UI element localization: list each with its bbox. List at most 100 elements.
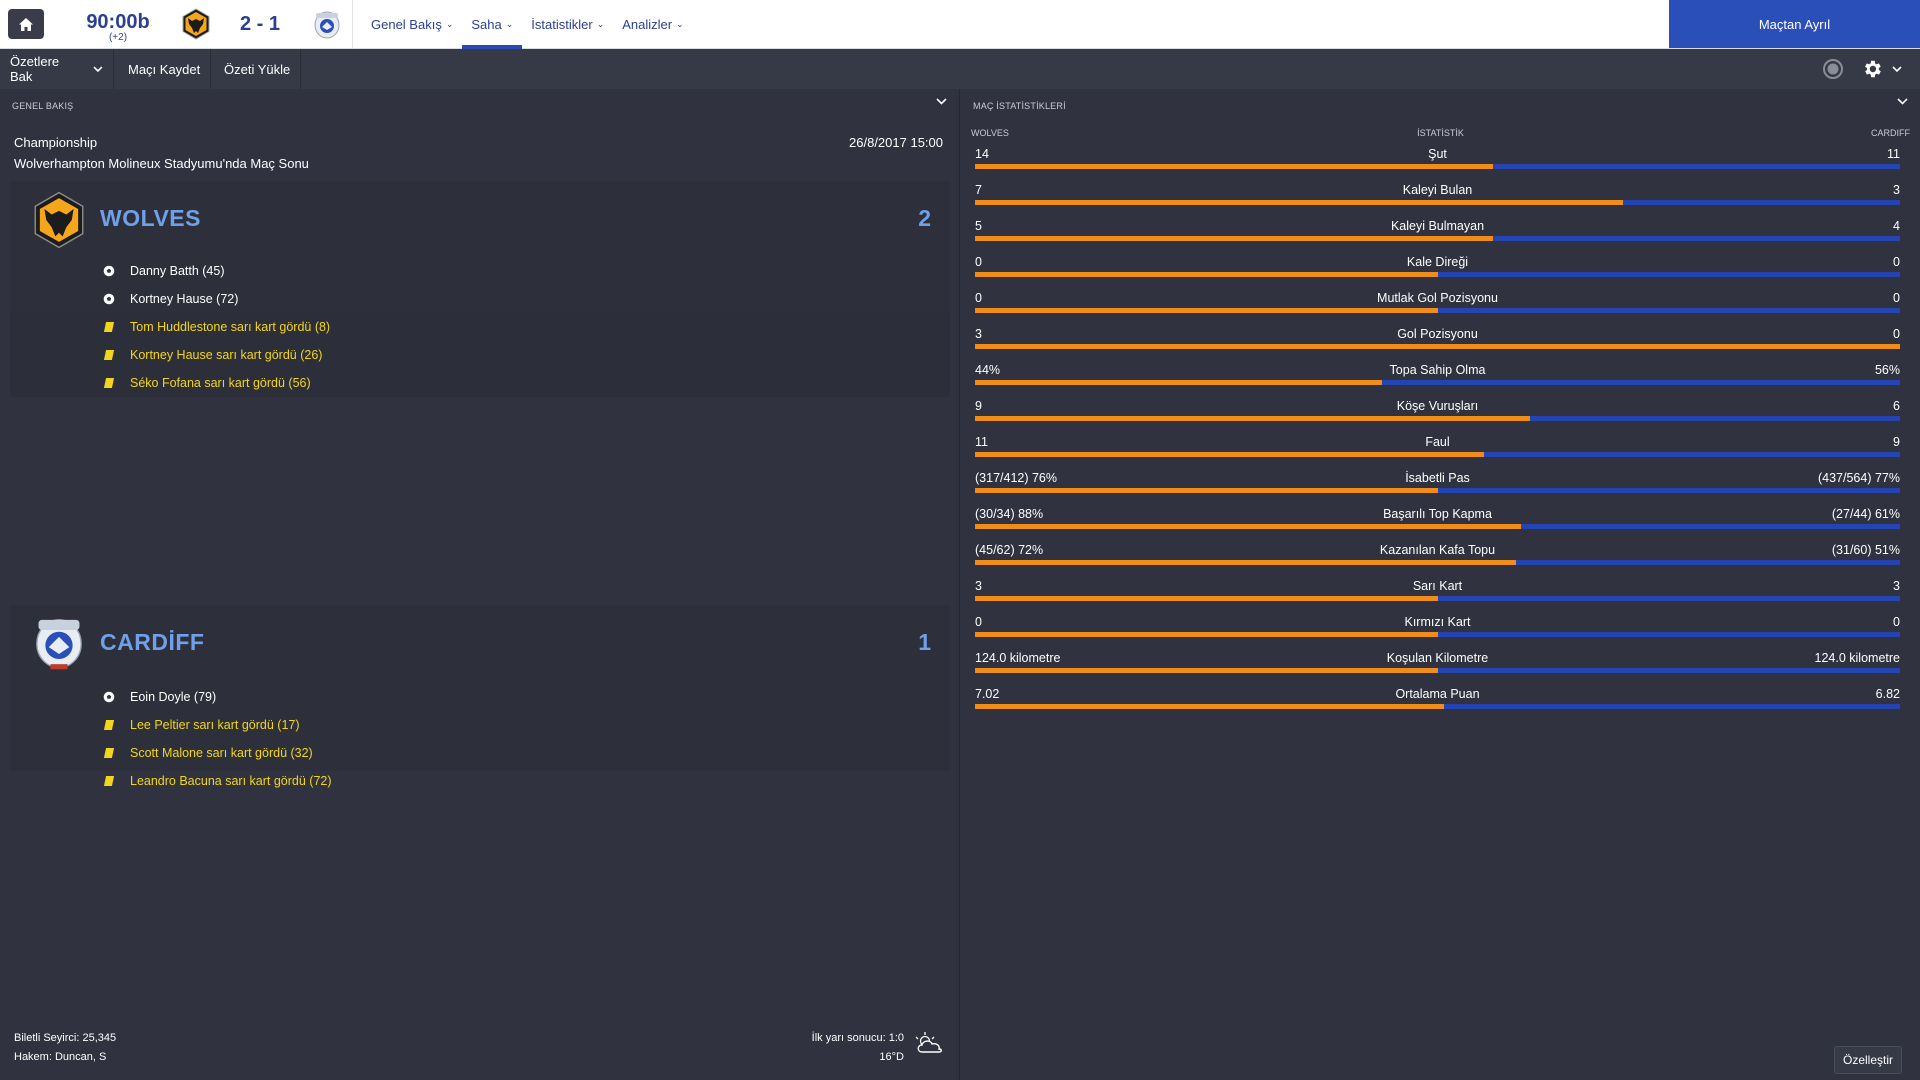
stat-row: (30/34) 88% Başarılı Top Kapma (27/44) 61% <box>975 507 1900 543</box>
settings-menu[interactable] <box>1861 49 1902 89</box>
highlights-button[interactable]: Özetlere Bak <box>0 49 114 89</box>
stat-bar-home <box>975 560 1516 565</box>
away-team-block <box>10 605 950 771</box>
event-row: Lee Peltier sarı kart gördü (17) <box>10 711 950 739</box>
chevron-down-icon <box>1892 65 1902 72</box>
stat-home-value: 0 <box>975 255 982 269</box>
stat-label: Kaleyi Bulan <box>1402 183 1473 197</box>
stat-row: 3 Sarı Kart 3 <box>975 579 1900 615</box>
cardiff-crest-icon[interactable] <box>30 611 88 673</box>
event-text[interactable]: Séko Fofana sarı kart gördü (56) <box>130 376 311 390</box>
event-text[interactable]: Scott Malone sarı kart gördü (32) <box>130 746 313 760</box>
stat-bar-away <box>1521 524 1900 529</box>
event-row: Danny Batth (45) <box>10 257 950 285</box>
stat-home-value: 44% <box>975 363 1001 377</box>
tab-pitch[interactable]: Saha ⌄ <box>462 0 523 49</box>
stat-away-value: 0 <box>1893 615 1900 629</box>
stat-label: Başarılı Top Kapma <box>1383 507 1492 521</box>
stats-panel-title: MAÇ İSTATİSTİKLERİ <box>973 101 1066 111</box>
stat-home-value: (30/34) 88% <box>975 507 1044 521</box>
yellow-card-icon <box>103 775 115 787</box>
stat-bar-home <box>975 200 1623 205</box>
stat-home-value: 7.02 <box>975 687 1000 701</box>
stat-comparison-bar <box>975 416 1900 421</box>
stat-comparison-bar <box>975 524 1900 529</box>
stat-row: (317/412) 76% İsabetli Pas (437/564) 77% <box>975 471 1900 507</box>
stat-row: 7.02 Ortalama Puan 6.82 <box>975 687 1900 723</box>
stat-away-value: 0 <box>1893 255 1900 269</box>
save-match-label: Maçı Kaydet <box>128 61 201 77</box>
stat-home-value: 0 <box>975 291 982 305</box>
stats-away-header: CARDIFF <box>1871 128 1910 138</box>
home-team-name[interactable]: WOLVES <box>100 205 201 231</box>
stat-comparison-bar <box>975 704 1900 709</box>
stat-away-value: 6.82 <box>1875 687 1900 701</box>
stat-away-value: (27/44) 61% <box>1831 507 1900 521</box>
stat-away-value: 0 <box>1893 327 1900 341</box>
home-button[interactable] <box>8 9 44 39</box>
record-icon[interactable] <box>1822 58 1844 80</box>
event-text[interactable]: Kortney Hause sarı kart gördü (26) <box>130 348 323 362</box>
main-nav: Genel Bakış ⌄ Saha ⌄ İstatistikler ⌄ Ana… <box>362 0 693 49</box>
event-row: Kortney Hause (72) <box>10 285 950 313</box>
stat-comparison-bar <box>975 200 1900 205</box>
stat-away-value: 124.0 kilometre <box>1814 651 1900 665</box>
stat-home-value: 5 <box>975 219 982 233</box>
event-text[interactable]: Tom Huddlestone sarı kart gördü (8) <box>130 320 331 334</box>
match-clock: 90:00b (+2) <box>80 11 156 43</box>
stat-bar-away <box>1438 668 1900 673</box>
stat-bar-home <box>975 632 1438 637</box>
save-match-button[interactable]: Maçı Kaydet <box>118 49 212 89</box>
chevron-down-icon[interactable] <box>1897 98 1908 105</box>
stat-home-value: 0 <box>975 615 982 629</box>
stat-away-value: 9 <box>1893 435 1900 449</box>
stat-comparison-bar <box>975 668 1900 673</box>
leave-match-button[interactable]: Maçtan Ayrıl <box>1669 0 1920 48</box>
stat-home-value: 124.0 kilometre <box>975 651 1061 665</box>
referee-text: Hakem: Duncan, S <box>14 1051 107 1063</box>
stat-bar-away <box>1530 416 1900 421</box>
customize-button[interactable]: Özelleştir <box>1833 1046 1902 1074</box>
event-text[interactable]: Eoin Doyle (79) <box>130 690 217 704</box>
stat-label: Kırmızı Kart <box>1404 615 1471 629</box>
away-team-goals: 1 <box>918 629 931 655</box>
event-text[interactable]: Lee Peltier sarı kart gördü (17) <box>130 718 300 732</box>
event-text[interactable]: Leandro Bacuna sarı kart gördü (72) <box>130 774 332 788</box>
event-row: Leandro Bacuna sarı kart gördü (72) <box>10 767 950 795</box>
stat-label: Gol Pozisyonu <box>1397 327 1478 341</box>
away-team-name[interactable]: CARDİFF <box>100 629 205 655</box>
stat-label: Sarı Kart <box>1412 579 1463 593</box>
chevron-down-icon <box>93 65 103 72</box>
yellow-card-icon <box>103 719 115 731</box>
stat-bar-away <box>1438 488 1900 493</box>
tab-overview-label: Genel Bakış <box>371 17 442 32</box>
chevron-down-icon[interactable] <box>936 98 947 105</box>
stat-away-value: 6 <box>1893 399 1900 413</box>
stat-bar-away <box>1438 596 1900 601</box>
stat-bar-away <box>1484 452 1900 457</box>
event-row: Séko Fofana sarı kart gördü (56) <box>10 369 950 397</box>
stat-comparison-bar <box>975 164 1900 169</box>
stat-bar-away <box>1438 632 1900 637</box>
stat-comparison-bar <box>975 488 1900 493</box>
stat-away-value: (437/564) 77% <box>1817 471 1900 485</box>
stat-bar-away <box>1623 200 1900 205</box>
stat-bar-home <box>975 308 1438 313</box>
stats-home-header: WOLVES <box>971 128 1009 138</box>
wolves-badge-icon[interactable] <box>179 7 213 41</box>
tab-overview[interactable]: Genel Bakış ⌄ <box>362 0 462 49</box>
load-summary-button[interactable]: Özeti Yükle <box>214 49 302 89</box>
event-text[interactable]: Kortney Hause (72) <box>130 292 239 306</box>
event-row: Tom Huddlestone sarı kart gördü (8) <box>10 313 950 341</box>
cardiff-badge-icon[interactable] <box>310 7 344 41</box>
tab-statistics[interactable]: İstatistikler ⌄ <box>522 0 613 49</box>
chevron-down-icon: ⌄ <box>676 19 684 29</box>
stat-bar-home <box>975 704 1444 709</box>
event-text[interactable]: Danny Batth (45) <box>130 264 225 278</box>
chevron-down-icon: ⌄ <box>596 19 605 29</box>
goal-ball-icon <box>103 265 115 277</box>
scoreline: 2 - 1 <box>240 13 281 35</box>
tab-analysis[interactable]: Analizler ⌄ <box>613 0 692 49</box>
wolves-crest-icon[interactable] <box>28 189 90 251</box>
goal-ball-icon <box>103 293 115 305</box>
